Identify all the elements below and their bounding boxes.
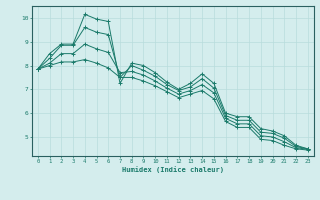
X-axis label: Humidex (Indice chaleur): Humidex (Indice chaleur) [122, 166, 224, 173]
